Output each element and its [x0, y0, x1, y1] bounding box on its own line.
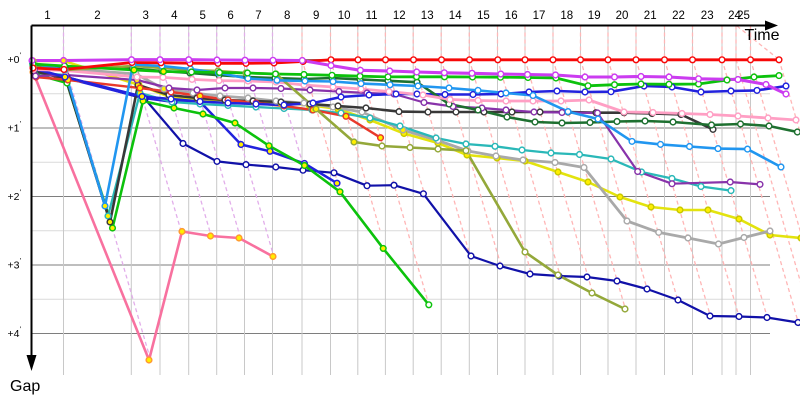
- svg-text:+4: +4: [8, 328, 20, 340]
- svg-text:+2: +2: [8, 191, 20, 203]
- svg-text:1: 1: [44, 10, 50, 22]
- svg-text:Gap: Gap: [10, 378, 40, 395]
- svg-text:12: 12: [393, 10, 406, 22]
- svg-text:9: 9: [313, 10, 319, 22]
- svg-text:8: 8: [284, 10, 290, 22]
- svg-text:13: 13: [421, 10, 434, 22]
- svg-text:+3: +3: [8, 260, 20, 272]
- svg-text:17: 17: [533, 10, 546, 22]
- svg-text:5: 5: [199, 10, 205, 22]
- svg-text:16: 16: [505, 10, 518, 22]
- svg-text:+1: +1: [8, 123, 20, 135]
- svg-text:Time: Time: [745, 27, 780, 44]
- svg-text:25: 25: [737, 10, 750, 22]
- svg-text:4: 4: [171, 10, 178, 22]
- svg-text:6: 6: [227, 10, 233, 22]
- svg-text:15: 15: [477, 10, 490, 22]
- svg-text:23: 23: [701, 10, 714, 22]
- svg-text:19: 19: [588, 10, 601, 22]
- svg-text:2: 2: [94, 10, 100, 22]
- svg-text:7: 7: [255, 10, 261, 22]
- svg-text:22: 22: [672, 10, 685, 22]
- svg-text:21: 21: [644, 10, 657, 22]
- svg-text:14: 14: [449, 10, 462, 22]
- svg-text:11: 11: [366, 10, 378, 22]
- svg-text:3: 3: [142, 10, 148, 22]
- svg-text:20: 20: [616, 10, 629, 22]
- svg-text:+0: +0: [8, 54, 20, 66]
- svg-text:10: 10: [338, 10, 351, 22]
- svg-text:18: 18: [560, 10, 573, 22]
